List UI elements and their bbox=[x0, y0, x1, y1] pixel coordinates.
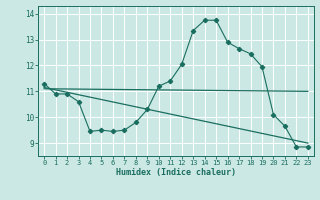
X-axis label: Humidex (Indice chaleur): Humidex (Indice chaleur) bbox=[116, 168, 236, 177]
